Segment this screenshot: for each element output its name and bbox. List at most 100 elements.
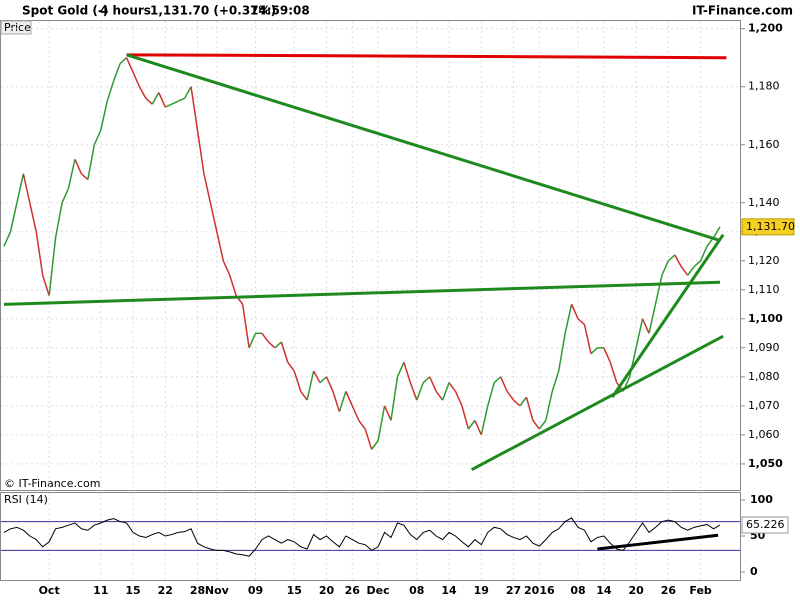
price-bar xyxy=(351,405,360,421)
price-bar xyxy=(222,260,231,276)
price-bar xyxy=(241,304,250,348)
y-tick-label: 1,090 xyxy=(748,341,780,354)
price-bar xyxy=(545,391,553,421)
price-bar xyxy=(493,376,502,384)
price-bar xyxy=(667,254,676,262)
header-bar xyxy=(0,0,800,20)
y-tick-label: 1,050 xyxy=(748,457,783,470)
x-tick-label: 08 xyxy=(409,584,424,597)
x-tick-label: 19 xyxy=(474,584,489,597)
price-bar xyxy=(3,231,12,247)
price-bar xyxy=(35,231,44,276)
last-price-box xyxy=(741,218,795,236)
price-bar xyxy=(125,57,134,73)
x-tick-label: 26 xyxy=(661,584,677,597)
x-tick-label: 28 xyxy=(190,584,205,597)
price-bar xyxy=(564,304,573,334)
y-tick-label: 100 xyxy=(750,493,773,506)
price-bar xyxy=(177,97,185,102)
price-bar xyxy=(87,144,96,180)
trend-line xyxy=(126,53,721,242)
price-bar xyxy=(583,324,592,354)
price-bar xyxy=(112,63,121,82)
price-bar xyxy=(577,318,586,326)
price-bar xyxy=(480,405,489,436)
price-bar xyxy=(158,92,166,108)
last-rsi-box xyxy=(741,516,789,534)
y-tick-label: 1,080 xyxy=(748,370,780,383)
price-bar xyxy=(699,245,708,262)
y-tick-label: 0 xyxy=(750,565,758,578)
price-bar xyxy=(171,100,179,105)
price-bar xyxy=(487,382,495,407)
trend-line xyxy=(3,280,720,306)
price-bar xyxy=(454,391,463,407)
price-bar xyxy=(396,362,405,378)
price-bar xyxy=(9,202,18,232)
price-bar xyxy=(312,370,321,384)
price-bar xyxy=(267,341,276,349)
price-bar xyxy=(261,332,270,343)
price-bar xyxy=(190,86,199,131)
price-bar xyxy=(461,405,470,430)
y-tick-label: 1,120 xyxy=(748,254,780,267)
price-bar xyxy=(203,173,212,203)
price-bar xyxy=(422,376,431,384)
price-bar xyxy=(93,129,102,146)
price-bar xyxy=(364,428,373,450)
x-tick-label: Dec xyxy=(367,584,390,597)
price-bar xyxy=(654,275,663,305)
price-bar xyxy=(570,304,579,320)
x-tick-label: 27 xyxy=(506,584,521,597)
x-tick-label: 15 xyxy=(125,584,140,597)
price-bar xyxy=(383,405,392,421)
price-bar xyxy=(16,173,25,203)
price-bar xyxy=(248,333,257,349)
y-tick-label: 1,160 xyxy=(748,138,780,151)
interval: 4 hours xyxy=(100,4,151,18)
price-bar xyxy=(319,376,328,384)
price-bar xyxy=(67,159,76,189)
price-bar xyxy=(54,202,63,238)
price-bar xyxy=(74,158,83,175)
quote: 1,131.70 (+0.37%) xyxy=(150,4,276,18)
x-tick-label: 09 xyxy=(248,584,263,597)
price-bar xyxy=(229,275,237,296)
price-bar xyxy=(196,130,205,174)
last-price-label: 1,131.70 xyxy=(746,220,795,233)
x-tick-label: Nov xyxy=(205,584,230,597)
price-bar xyxy=(216,231,225,261)
price-frame xyxy=(0,20,741,491)
price-bar xyxy=(119,57,128,65)
price-bar xyxy=(29,202,37,232)
price-bar xyxy=(41,275,50,296)
y-tick-label: 1,100 xyxy=(748,312,783,325)
price-bar xyxy=(441,382,450,401)
price-bar xyxy=(712,226,721,238)
x-tick-label: 20 xyxy=(319,584,335,597)
price-panel-title: Price xyxy=(4,21,31,34)
trend-line xyxy=(126,53,727,60)
trend-line xyxy=(610,233,725,399)
price-bar xyxy=(145,97,153,105)
price-bar xyxy=(325,376,334,392)
price-bar xyxy=(648,304,657,334)
price-bar xyxy=(519,396,528,407)
x-tick-label: 11 xyxy=(93,584,108,597)
price-bar xyxy=(641,318,650,334)
price-bar xyxy=(513,399,521,407)
x-tick-label: 22 xyxy=(158,584,173,597)
price-bar xyxy=(80,173,89,181)
x-tick-label: 14 xyxy=(441,584,457,597)
x-tick-label: 26 xyxy=(345,584,361,597)
price-bar xyxy=(390,376,399,421)
price-bar xyxy=(22,173,31,203)
price-bar xyxy=(300,390,308,401)
y-tick-label: 1,070 xyxy=(748,399,780,412)
x-tick-label: 08 xyxy=(570,584,585,597)
price-bar xyxy=(506,390,515,401)
price-bar xyxy=(138,86,147,99)
price-bar xyxy=(183,86,192,99)
price-bar xyxy=(403,362,412,383)
